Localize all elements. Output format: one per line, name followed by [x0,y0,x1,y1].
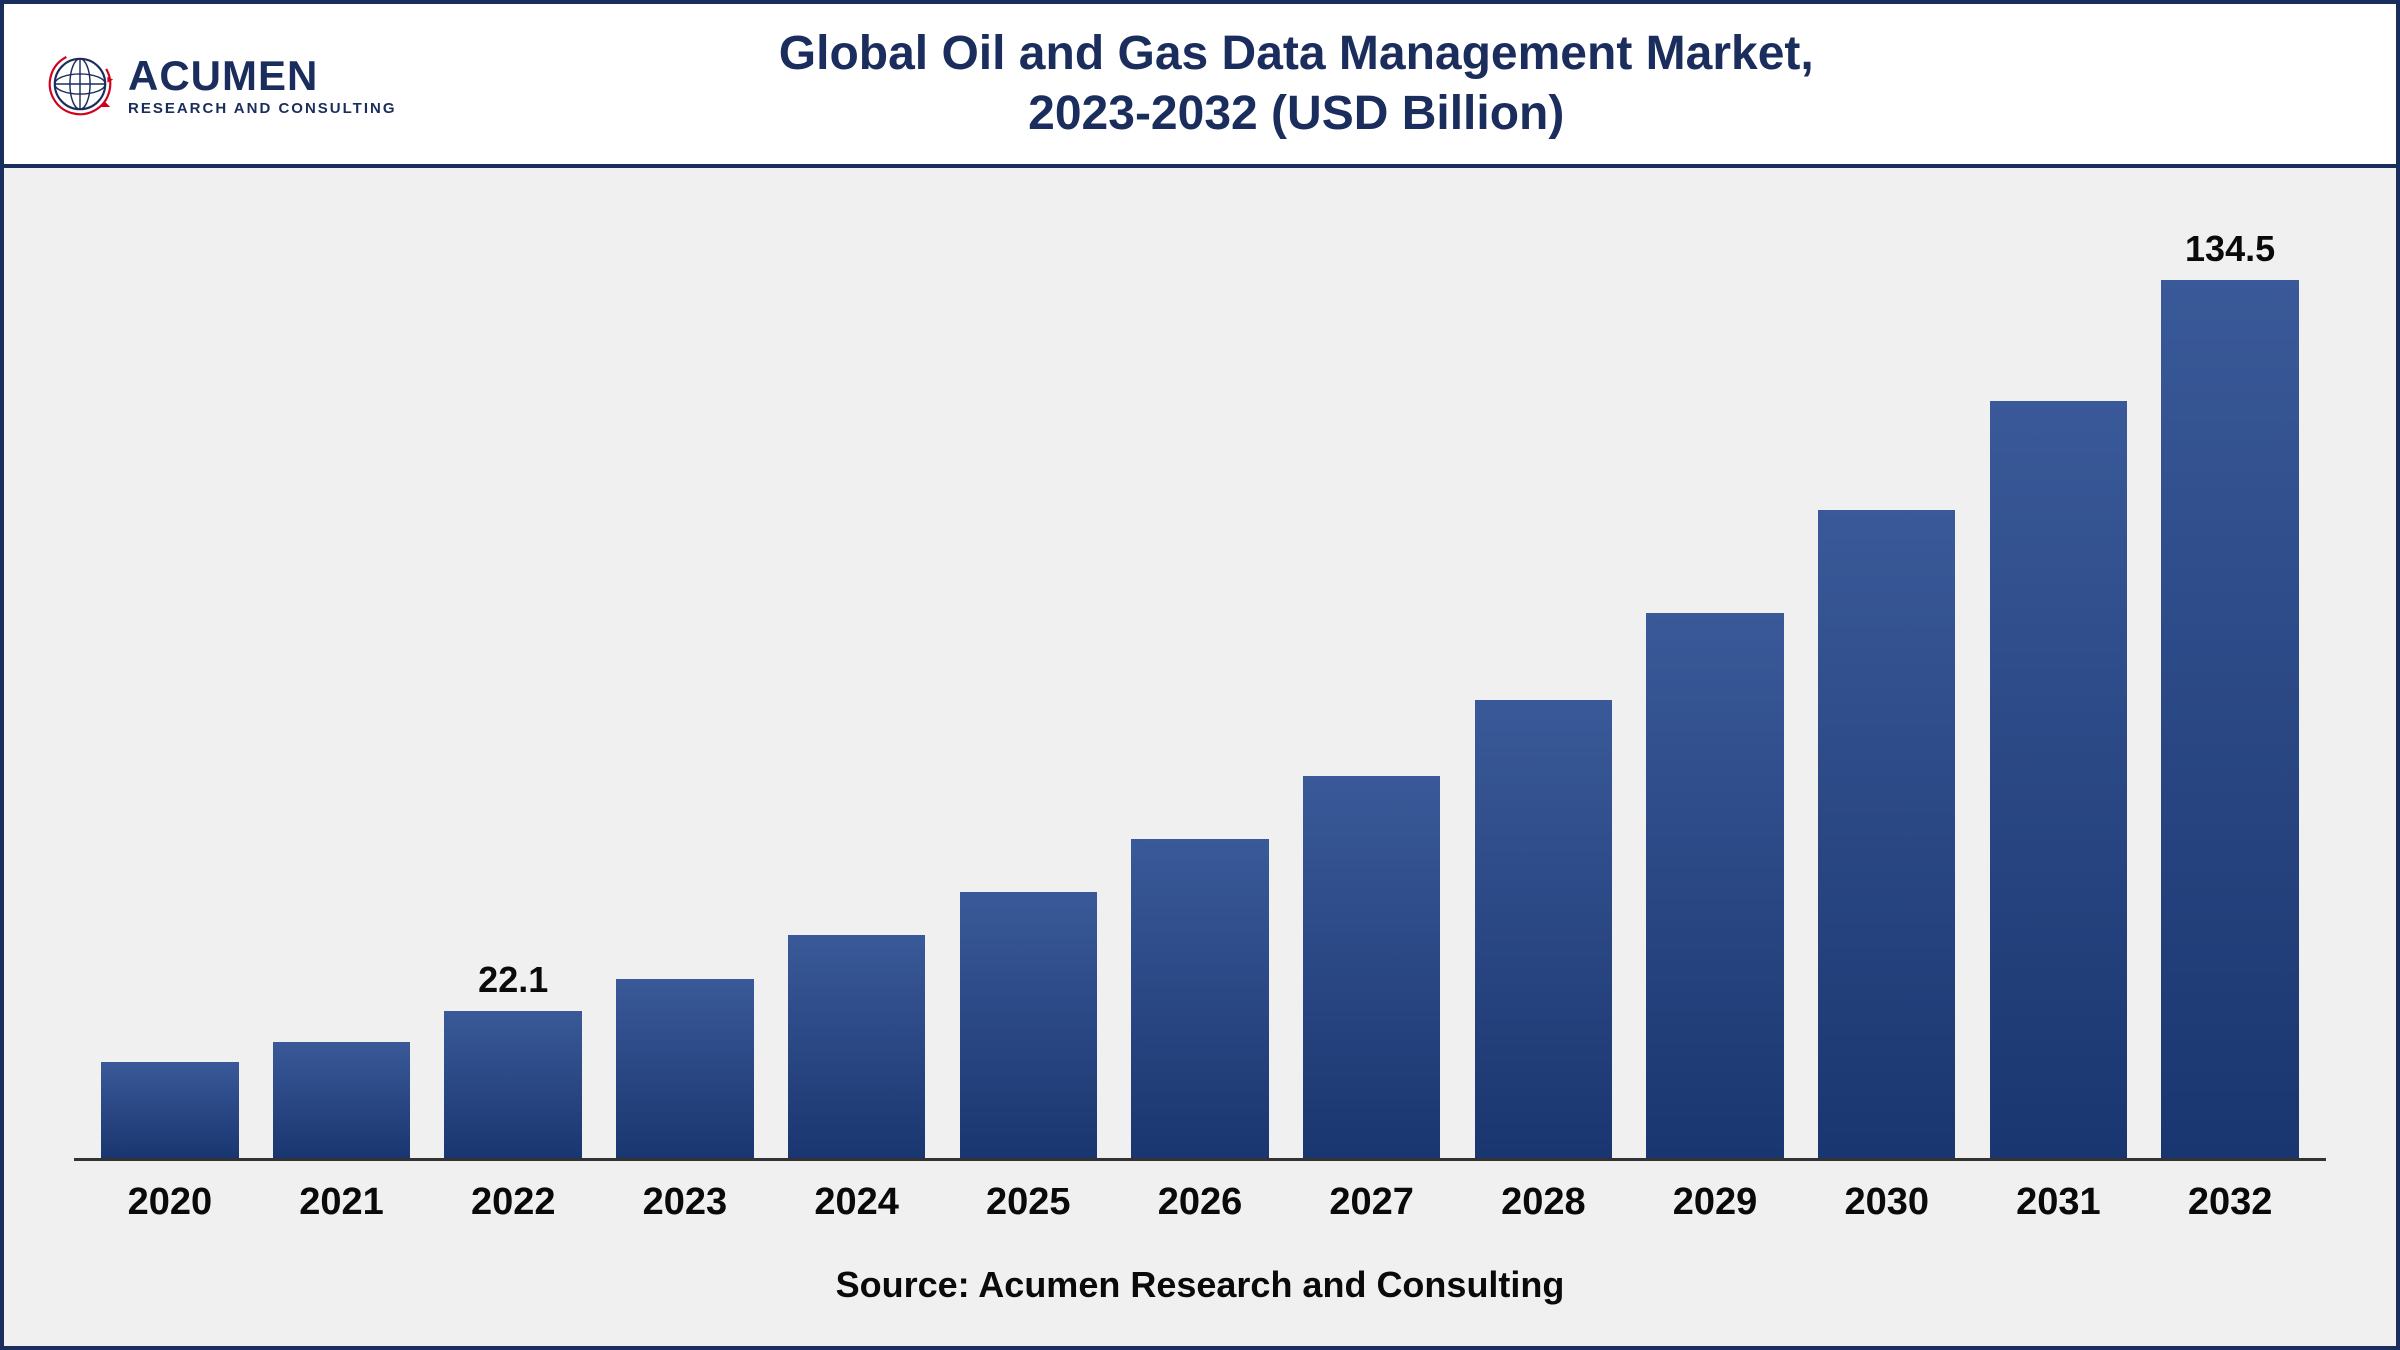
x-tick: 2022 [435,1181,591,1224]
chart-area: 22.1134.5 202020212022202320242025202620… [4,168,2396,1346]
logo-name: ACUMEN [128,52,397,100]
x-tick: 2023 [607,1181,763,1224]
bar [101,1062,238,1158]
title-line-1: Global Oil and Gas Data Management Marke… [437,24,2156,84]
bar [444,1011,581,1158]
bar-wrap: 134.5 [2152,228,2308,1158]
x-tick: 2021 [263,1181,419,1224]
bar-wrap: 22.1 [435,228,591,1158]
plot: 22.1 134.5 [74,228,2326,1161]
bar [1646,613,1783,1158]
bar-wrap [1122,228,1278,1158]
logo: ACUMEN RESEARCH AND CONSULTING [44,48,397,120]
bar [2161,280,2298,1158]
logo-tagline: RESEARCH AND CONSULTING [128,100,397,117]
bar [1990,401,2127,1158]
x-tick: 2025 [950,1181,1106,1224]
bar [1818,510,1955,1158]
x-tick: 2030 [1809,1181,1965,1224]
bar-wrap [950,228,1106,1158]
x-tick: 2024 [778,1181,934,1224]
x-axis: 2020 2021 2022 2023 2024 2025 2026 2027 2028 2029… [74,1161,2326,1224]
bar [616,979,753,1158]
bar [1131,839,1268,1158]
bar-value-label: 22.1 [478,959,548,1001]
bar [1475,700,1612,1158]
bar-wrap [1637,228,1793,1158]
bar-wrap [778,228,934,1158]
x-tick: 2020 [92,1181,248,1224]
bar-wrap [92,228,248,1158]
x-tick: 2032 [2152,1181,2308,1224]
x-tick: 2026 [1122,1181,1278,1224]
bar-wrap [263,228,419,1158]
x-tick: 2027 [1294,1181,1450,1224]
bar [788,935,925,1158]
chart-title: Global Oil and Gas Data Management Marke… [437,24,2356,144]
x-tick: 2028 [1465,1181,1621,1224]
chart-container: ACUMEN RESEARCH AND CONSULTING Global Oi… [0,0,2400,1350]
bar [960,892,1097,1158]
bar-wrap [1465,228,1621,1158]
logo-globe-icon [44,48,116,120]
bars-container: 22.1 134.5 [74,228,2326,1158]
bar-value-label: 134.5 [2185,228,2275,270]
bar [1303,776,1440,1158]
bar-wrap [1980,228,2136,1158]
source-citation: Source: Acumen Research and Consulting [74,1224,2326,1306]
title-line-2: 2023-2032 (USD Billion) [437,84,2156,144]
bar-wrap [1294,228,1450,1158]
bar-wrap [607,228,763,1158]
x-tick: 2029 [1637,1181,1793,1224]
bar [273,1042,410,1158]
header: ACUMEN RESEARCH AND CONSULTING Global Oi… [4,4,2396,168]
x-tick: 2031 [1980,1181,2136,1224]
bar-wrap [1809,228,1965,1158]
logo-text: ACUMEN RESEARCH AND CONSULTING [128,52,397,117]
